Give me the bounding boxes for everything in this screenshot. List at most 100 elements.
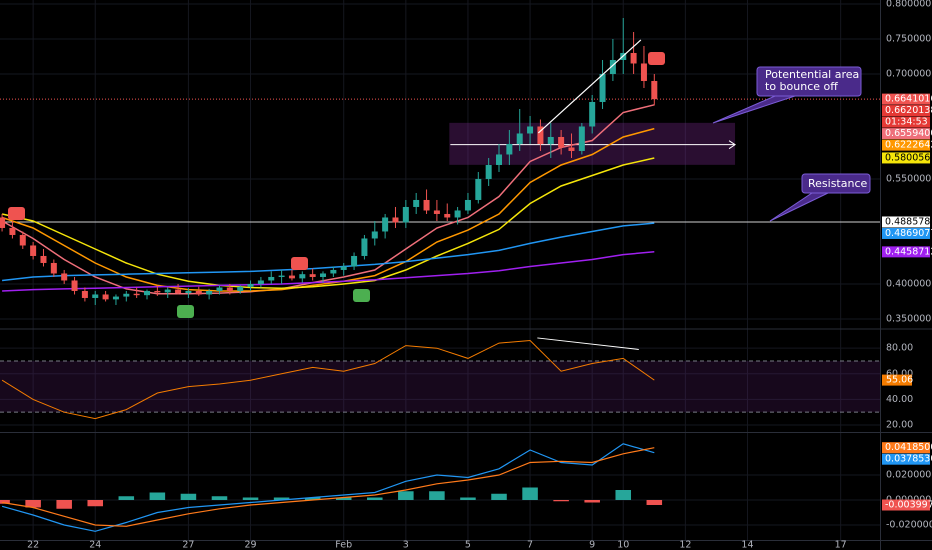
rsi-line [1, 339, 655, 420]
plot [0, 17, 880, 532]
candle-body [609, 59, 616, 74]
candle-body [423, 199, 430, 211]
macd-macd-line [1, 443, 655, 532]
x-tick-label: 7 [527, 540, 533, 550]
bear-icon [8, 207, 25, 220]
rsi-trend-line [537, 337, 639, 350]
candle-body [506, 143, 513, 155]
candle-body [444, 213, 451, 218]
macd-label-box [882, 442, 930, 454]
price-label-box [882, 105, 930, 117]
candle-body [578, 126, 585, 151]
candle-body [92, 294, 99, 298]
candle-body [413, 199, 420, 207]
bear-icon [291, 257, 308, 270]
candle-body [475, 178, 482, 200]
candle-body [547, 136, 554, 144]
macd-histogram-bar [398, 491, 414, 500]
candle-body [402, 206, 409, 223]
macd-histogram-bar [149, 492, 166, 500]
price-label: 0.4458712 [885, 246, 932, 257]
candle-body [164, 289, 171, 293]
callout-box [756, 66, 862, 97]
callout-text: Potentential area to bounce off [765, 68, 859, 93]
candle-body [589, 101, 596, 127]
candle-body [9, 227, 16, 235]
candle-body [257, 280, 264, 284]
price-label: 0.6620138 [885, 105, 932, 116]
candle-body [371, 231, 378, 239]
moving-average [1, 104, 655, 295]
macd-histogram-bar [273, 497, 290, 500]
candle-body [454, 210, 461, 218]
candle-body [175, 289, 182, 294]
macd-histogram-bar [242, 497, 259, 500]
macd-histogram-bar [367, 497, 383, 500]
moving-average [1, 127, 655, 292]
price-label: 0.4885781 [885, 216, 932, 227]
macd-histogram-bar [429, 491, 445, 500]
x-tick-label: 12 [679, 540, 691, 550]
candle-body [485, 164, 492, 179]
candle-body [599, 73, 606, 102]
macd-label-box [882, 453, 930, 465]
price-label-box [882, 227, 930, 239]
candle-body [19, 234, 26, 246]
candle-body [464, 199, 471, 211]
moving-average [2, 251, 655, 292]
candle-body [40, 255, 47, 263]
rsi-tick-label: 40.00 [886, 394, 913, 405]
candle-body [537, 126, 544, 144]
candle-body [268, 276, 275, 281]
x-tick-label: 3 [403, 540, 409, 550]
macd-label: 0.0418500 [885, 442, 932, 453]
macd-histogram-bar [211, 496, 228, 500]
callout-box [801, 173, 871, 194]
macd-histogram-bar [180, 493, 197, 500]
price-label-box [882, 152, 930, 164]
price-label-box [882, 93, 930, 105]
candle-body [71, 280, 78, 291]
moving-average [2, 222, 655, 282]
macd-signal-line [2, 447, 655, 527]
candle-body [50, 262, 57, 274]
candle-body [30, 245, 37, 256]
rsi-tick-label: 20.00 [886, 419, 913, 430]
candle-body [392, 217, 399, 223]
x-tick-label: 9 [589, 540, 595, 550]
candle-body [651, 80, 658, 100]
price-label: 0.4869077 [885, 228, 932, 239]
macd-label-box [882, 499, 930, 511]
macd-tick-label: -0.0200000 [886, 520, 932, 531]
callout-line: to bounce off [765, 80, 838, 93]
macd-histogram-bar [304, 497, 321, 500]
price-label-box [882, 216, 930, 228]
candle-body [0, 217, 6, 228]
rsi-label: 55.06 [886, 375, 913, 386]
price-label: 0.6641016 [885, 94, 932, 105]
candle-body [496, 154, 503, 165]
candle-body [195, 290, 202, 295]
countdown-label: 01:34:53 [885, 117, 928, 128]
candle-body [630, 52, 637, 64]
macd-histogram-bar [87, 500, 104, 507]
price-label-box [882, 139, 930, 151]
macd-histogram-bar [646, 500, 663, 505]
candle-body [527, 126, 534, 134]
price-label: 0.6559400 [885, 128, 932, 139]
candle-body [102, 294, 109, 300]
macd-histogram-bar [584, 500, 600, 503]
macd-histogram-bar [0, 500, 10, 504]
rsi-band [0, 360, 880, 413]
price-label: 0.6222642 [885, 140, 932, 151]
price-label-box [882, 128, 930, 140]
candle-body [309, 274, 316, 277]
price-label-box [882, 246, 930, 258]
candle-body [144, 290, 151, 296]
bull-icon [353, 289, 370, 302]
price-label: 0.5800567 [885, 152, 932, 163]
